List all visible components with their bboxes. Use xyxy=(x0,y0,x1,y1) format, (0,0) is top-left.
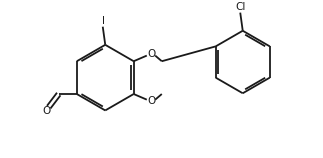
Text: O: O xyxy=(43,106,51,116)
Text: Cl: Cl xyxy=(235,2,246,12)
Text: I: I xyxy=(102,16,105,26)
Text: O: O xyxy=(147,96,155,106)
Text: O: O xyxy=(147,49,155,59)
